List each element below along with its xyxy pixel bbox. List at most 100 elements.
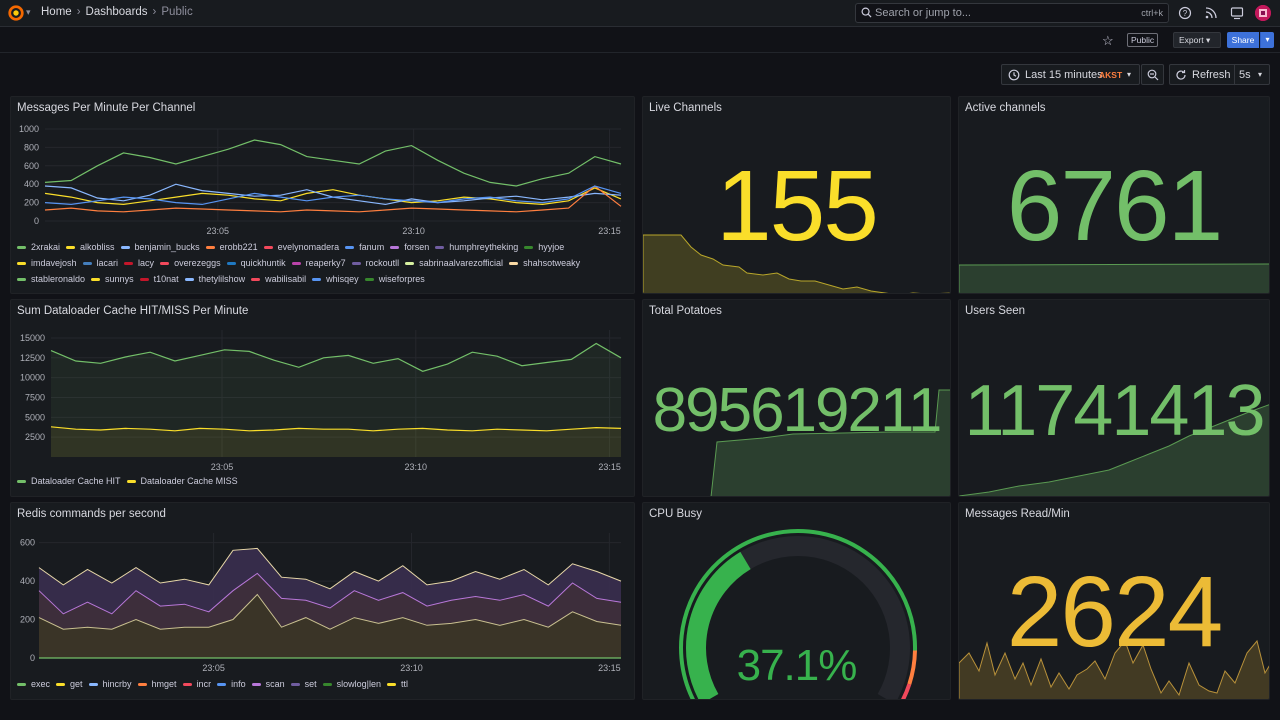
- legend-item[interactable]: set: [290, 676, 317, 692]
- share-dropdown-icon[interactable]: ▾: [1260, 32, 1274, 48]
- legend-item[interactable]: erobb221: [205, 239, 258, 255]
- legend-item[interactable]: humphreytheking: [435, 239, 518, 255]
- search-input[interactable]: Search or jump to... ctrl+k: [855, 3, 1169, 23]
- legend-item[interactable]: rockoutll: [351, 255, 399, 271]
- legend-item[interactable]: slowlog|len: [322, 676, 381, 692]
- legend-swatch: [17, 278, 26, 282]
- sparkline-area: [959, 639, 1269, 699]
- panel-dataloader-cache: Sum Dataloader Cache HIT/MISS Per Minute…: [10, 299, 635, 497]
- y-tick-label: 0: [34, 216, 39, 226]
- legend-label: lacy: [138, 258, 155, 268]
- legend-item[interactable]: stableronaldo: [17, 271, 85, 287]
- legend-item[interactable]: quickhuntik: [226, 255, 286, 271]
- y-tick-label: 400: [24, 179, 39, 189]
- legend-swatch: [124, 262, 134, 266]
- legend-item[interactable]: benjamin_bucks: [120, 239, 200, 255]
- star-icon[interactable]: ☆: [1102, 33, 1114, 48]
- panel-title: Users Seen: [965, 305, 1026, 317]
- y-tick-label: 2500: [25, 432, 45, 442]
- svg-text:?: ?: [1183, 9, 1188, 18]
- legend-label: overezeggs: [174, 258, 221, 268]
- legend-item[interactable]: hyyjoe: [524, 239, 564, 255]
- legend-item[interactable]: get: [56, 676, 83, 692]
- legend-item[interactable]: evelynomadera: [263, 239, 339, 255]
- export-button[interactable]: Export ▾: [1173, 32, 1221, 48]
- legend-item[interactable]: alkobliss: [66, 239, 115, 255]
- legend-item[interactable]: fanum: [345, 239, 384, 255]
- series-line[interactable]: [44, 185, 622, 213]
- legend-swatch: [217, 683, 227, 687]
- gauge-threshold-red: [901, 683, 912, 699]
- messages-chart[interactable]: 0 200 400 600 800 1000 23:05 23:10 23:15: [11, 97, 635, 242]
- series-line[interactable]: [38, 547, 622, 590]
- legend-swatch: [390, 246, 400, 250]
- refresh-label: Refresh: [1192, 69, 1231, 81]
- sparkline: [643, 234, 950, 293]
- series-line[interactable]: [50, 426, 622, 432]
- legend-item[interactable]: imdavejosh: [17, 255, 77, 271]
- legend-label: hincrby: [102, 679, 132, 689]
- legend-item[interactable]: whisqey: [312, 271, 359, 287]
- grafana-logo-icon[interactable]: [7, 4, 25, 22]
- legend-label: humphreytheking: [449, 242, 519, 252]
- sparkline-area: [710, 389, 950, 496]
- legend-item[interactable]: ttl: [387, 676, 408, 692]
- legend-swatch: [126, 480, 136, 484]
- time-range-picker[interactable]: Last 15 minutes AKST ▾: [1001, 64, 1140, 85]
- legend-item[interactable]: overezeggs: [160, 255, 221, 271]
- legend-item[interactable]: sunnys: [91, 271, 134, 287]
- legend-item[interactable]: incr: [182, 676, 212, 692]
- chevron-down-icon[interactable]: ▾: [26, 7, 31, 17]
- legend-item[interactable]: reaperky7: [291, 255, 346, 271]
- legend-label: sunnys: [105, 274, 134, 284]
- series-line[interactable]: [38, 593, 622, 630]
- legend-item[interactable]: scan: [251, 676, 285, 692]
- share-button[interactable]: Share: [1227, 32, 1259, 48]
- panel-title: Messages Per Minute Per Channel: [17, 102, 196, 114]
- gauge-threshold-green: [679, 529, 918, 699]
- legend-item[interactable]: Dataloader Cache HIT: [17, 473, 121, 489]
- series-line[interactable]: [44, 185, 622, 206]
- legend-item[interactable]: info: [217, 676, 246, 692]
- refresh-interval[interactable]: 5s: [1239, 69, 1251, 81]
- legend-item[interactable]: exec: [17, 676, 50, 692]
- panel-title: Redis commands per second: [17, 508, 166, 520]
- series-line[interactable]: [44, 183, 622, 206]
- chevron-right-icon: ›: [152, 6, 157, 18]
- redis-chart[interactable]: 0 200 400 600 23:05 23:10 23:15: [11, 503, 635, 678]
- user-avatar-icon[interactable]: [1255, 5, 1271, 21]
- legend-item[interactable]: shahsotweaky: [509, 255, 580, 271]
- legend-item[interactable]: thetylilshow: [184, 271, 245, 287]
- series-line[interactable]: [50, 342, 622, 372]
- legend-swatch: [290, 683, 300, 687]
- legend-item[interactable]: hincrby: [88, 676, 132, 692]
- dataloader-chart[interactable]: 2500 5000 7500 10000 12500 15000 23:05 23:10 23:…: [11, 300, 635, 475]
- sparkline: [959, 263, 1269, 293]
- legend-item[interactable]: hmget: [137, 676, 177, 692]
- tv-mode-icon[interactable]: [1230, 6, 1244, 20]
- legend-item[interactable]: wabilisabil: [251, 271, 306, 287]
- zoom-out-button[interactable]: [1141, 64, 1164, 85]
- panel-title: Sum Dataloader Cache HIT/MISS Per Minute: [17, 305, 249, 317]
- legend-item[interactable]: sabrinaalvarezofficial: [405, 255, 503, 271]
- legend-item[interactable]: lacy: [124, 255, 154, 271]
- legend-label: exec: [31, 679, 51, 689]
- legend-swatch: [82, 262, 92, 266]
- help-icon[interactable]: ?: [1178, 6, 1192, 20]
- legend-item[interactable]: Dataloader Cache MISS: [126, 473, 238, 489]
- series-line[interactable]: [44, 139, 622, 187]
- legend-item[interactable]: forsen: [390, 239, 429, 255]
- series-line[interactable]: [38, 572, 622, 615]
- legend-item[interactable]: wiseforpres: [364, 271, 425, 287]
- legend-item[interactable]: lacari: [82, 255, 118, 271]
- x-tick-label: 23:15: [598, 663, 621, 673]
- breadcrumb-home[interactable]: Home: [41, 6, 72, 18]
- legend-item[interactable]: 2xrakai: [17, 239, 60, 255]
- refresh-button[interactable]: Refresh 5s ▾: [1169, 64, 1270, 85]
- series-line[interactable]: [44, 187, 622, 206]
- legend-item[interactable]: t10nat: [139, 271, 179, 287]
- news-rss-icon[interactable]: [1204, 6, 1218, 20]
- breadcrumb-dashboards[interactable]: Dashboards: [85, 6, 148, 18]
- legend-label: incr: [196, 679, 212, 689]
- y-tick-label: 1000: [19, 124, 39, 134]
